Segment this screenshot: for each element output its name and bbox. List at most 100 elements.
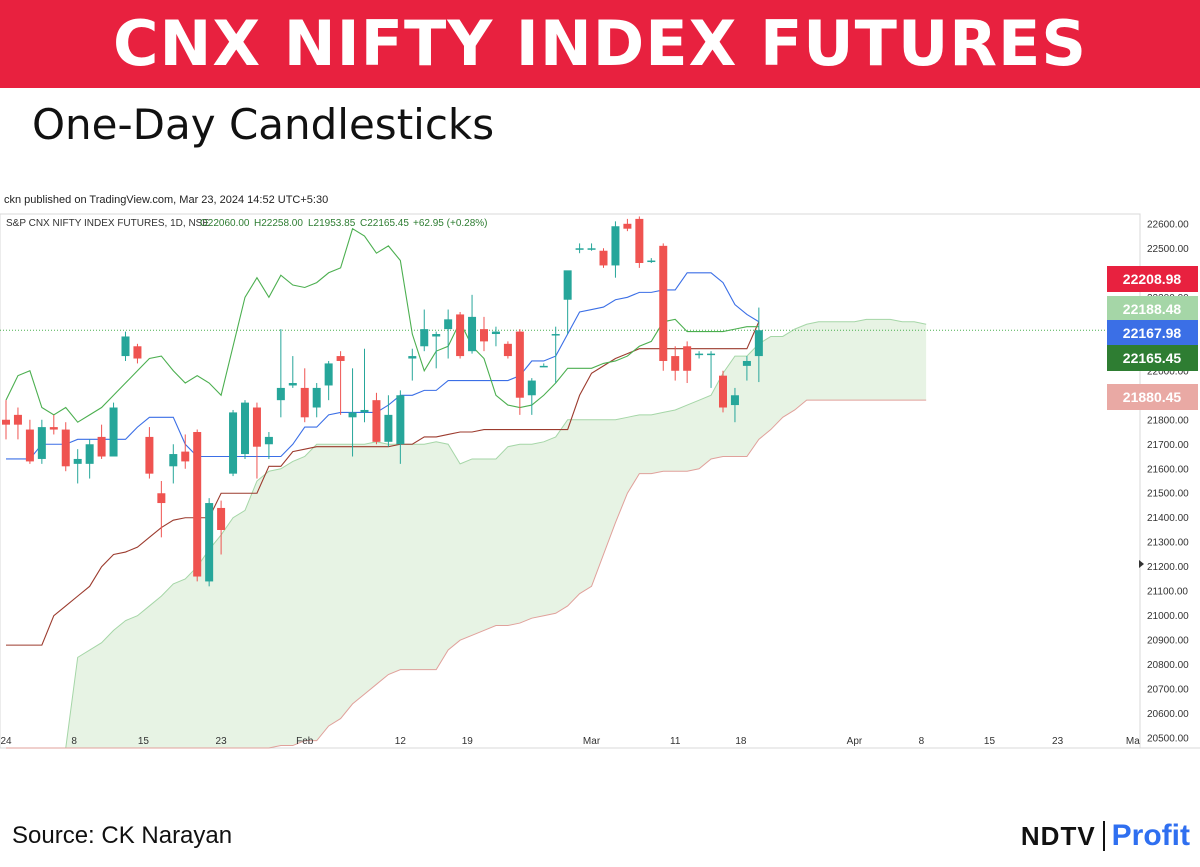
candle bbox=[432, 331, 441, 369]
candle bbox=[157, 481, 166, 538]
legend-change: +62.95 (+0.28%) bbox=[413, 218, 488, 229]
x-tick-label: Feb bbox=[296, 736, 314, 747]
candle bbox=[121, 331, 130, 361]
candle bbox=[252, 402, 261, 479]
legend-high: H22258.00 bbox=[254, 218, 303, 229]
candle bbox=[408, 348, 417, 381]
title-banner bbox=[0, 0, 1200, 88]
brand-profit: Profit bbox=[1111, 819, 1190, 852]
candle bbox=[133, 343, 142, 364]
legend-open: O22060.00 bbox=[200, 218, 250, 229]
y-tick-label: 21200.00 bbox=[1147, 562, 1189, 573]
y-tick-label: 20800.00 bbox=[1147, 660, 1189, 671]
brand-divider bbox=[1102, 821, 1105, 851]
candle bbox=[563, 270, 572, 335]
candle bbox=[360, 348, 369, 423]
y-tick-label: 21300.00 bbox=[1147, 538, 1189, 549]
cloud-span-a bbox=[6, 318, 927, 749]
candle bbox=[551, 326, 560, 384]
ichimoku-cloud bbox=[6, 319, 927, 748]
candle bbox=[336, 351, 345, 415]
candle bbox=[384, 395, 393, 447]
candle bbox=[181, 434, 190, 469]
x-tick-label: 15 bbox=[138, 736, 150, 747]
svg-text:21880.45: 21880.45 bbox=[1123, 389, 1182, 405]
y-tick-label: 21500.00 bbox=[1147, 489, 1189, 500]
candle bbox=[587, 243, 596, 251]
candle bbox=[241, 400, 249, 459]
x-tick-label: 11 bbox=[670, 736, 681, 747]
svg-text:22208.98: 22208.98 bbox=[1123, 271, 1182, 287]
page-title: CNX NIFTY INDEX FUTURES bbox=[112, 7, 1088, 80]
candle bbox=[611, 221, 620, 278]
candle bbox=[324, 360, 333, 401]
candle bbox=[205, 498, 214, 587]
x-tick-label: 8 bbox=[919, 736, 925, 747]
y-tick-label: 21100.00 bbox=[1147, 587, 1188, 598]
candle bbox=[647, 258, 656, 263]
candlestick-chart: 22600.0022500.0022400.0022300.0022200.00… bbox=[0, 210, 1200, 752]
candle bbox=[659, 243, 668, 371]
price-label: 22208.98 bbox=[1107, 266, 1198, 292]
candle bbox=[312, 383, 321, 418]
candle bbox=[49, 414, 58, 435]
y-tick-label: 22600.00 bbox=[1147, 219, 1189, 230]
candle bbox=[623, 218, 632, 232]
x-tick-label: 18 bbox=[735, 736, 747, 747]
candle bbox=[25, 419, 34, 464]
y-tick-label: 22000.00 bbox=[1147, 366, 1189, 377]
candle bbox=[456, 311, 465, 359]
candle bbox=[2, 400, 10, 440]
candle bbox=[420, 309, 429, 352]
candle bbox=[683, 341, 692, 384]
legend-close: C22165.45 bbox=[360, 218, 409, 229]
x-tick-label: 23 bbox=[216, 736, 228, 747]
x-tick-label: 15 bbox=[984, 736, 996, 747]
candle bbox=[169, 444, 178, 484]
candle bbox=[719, 370, 727, 413]
y-tick-label: 21000.00 bbox=[1147, 611, 1189, 622]
source-credit: Source: CK Narayan bbox=[12, 822, 233, 849]
candle bbox=[527, 378, 536, 415]
candle bbox=[444, 309, 453, 359]
candle bbox=[503, 341, 512, 359]
candle bbox=[37, 419, 46, 464]
x-tick-label: 8 bbox=[71, 736, 77, 747]
cloud-span-b bbox=[6, 399, 927, 749]
candle bbox=[264, 432, 273, 459]
candle bbox=[491, 326, 500, 347]
x-tick-label: 23 bbox=[1052, 736, 1064, 747]
x-tick-label: Apr bbox=[847, 736, 863, 747]
candle bbox=[217, 500, 226, 555]
candle bbox=[742, 356, 751, 381]
page-subtitle: One-Day Candlesticks bbox=[32, 100, 495, 149]
tenkan-line bbox=[6, 272, 760, 460]
y-tick-label: 21800.00 bbox=[1147, 415, 1189, 426]
candle bbox=[695, 351, 704, 359]
candle bbox=[396, 390, 405, 464]
candle bbox=[348, 368, 357, 457]
candle bbox=[635, 216, 644, 268]
candle bbox=[276, 329, 285, 418]
legend-symbol: S&P CNX NIFTY INDEX FUTURES, 1D, NSE bbox=[6, 218, 209, 229]
x-tick-label: 12 bbox=[395, 736, 407, 747]
candle bbox=[109, 402, 118, 457]
y-tick-label: 21600.00 bbox=[1147, 464, 1189, 475]
candle bbox=[515, 329, 524, 415]
x-tick-label: 19 bbox=[462, 736, 474, 747]
scale-marker-icon bbox=[1139, 560, 1144, 568]
candle bbox=[193, 429, 202, 582]
price-label: 22188.48 bbox=[1107, 296, 1198, 322]
candle bbox=[97, 424, 106, 459]
candle bbox=[372, 392, 381, 445]
brand-ndtv: NDTV bbox=[1020, 820, 1096, 851]
y-tick-label: 20600.00 bbox=[1147, 709, 1189, 720]
candle bbox=[85, 439, 94, 479]
candle bbox=[73, 449, 82, 484]
price-label: 22167.98 bbox=[1107, 320, 1198, 346]
candle bbox=[539, 363, 548, 368]
candle bbox=[13, 407, 22, 440]
candle bbox=[288, 356, 297, 388]
x-tick-label: 24 bbox=[0, 736, 12, 747]
y-tick-label: 20500.00 bbox=[1147, 734, 1189, 745]
